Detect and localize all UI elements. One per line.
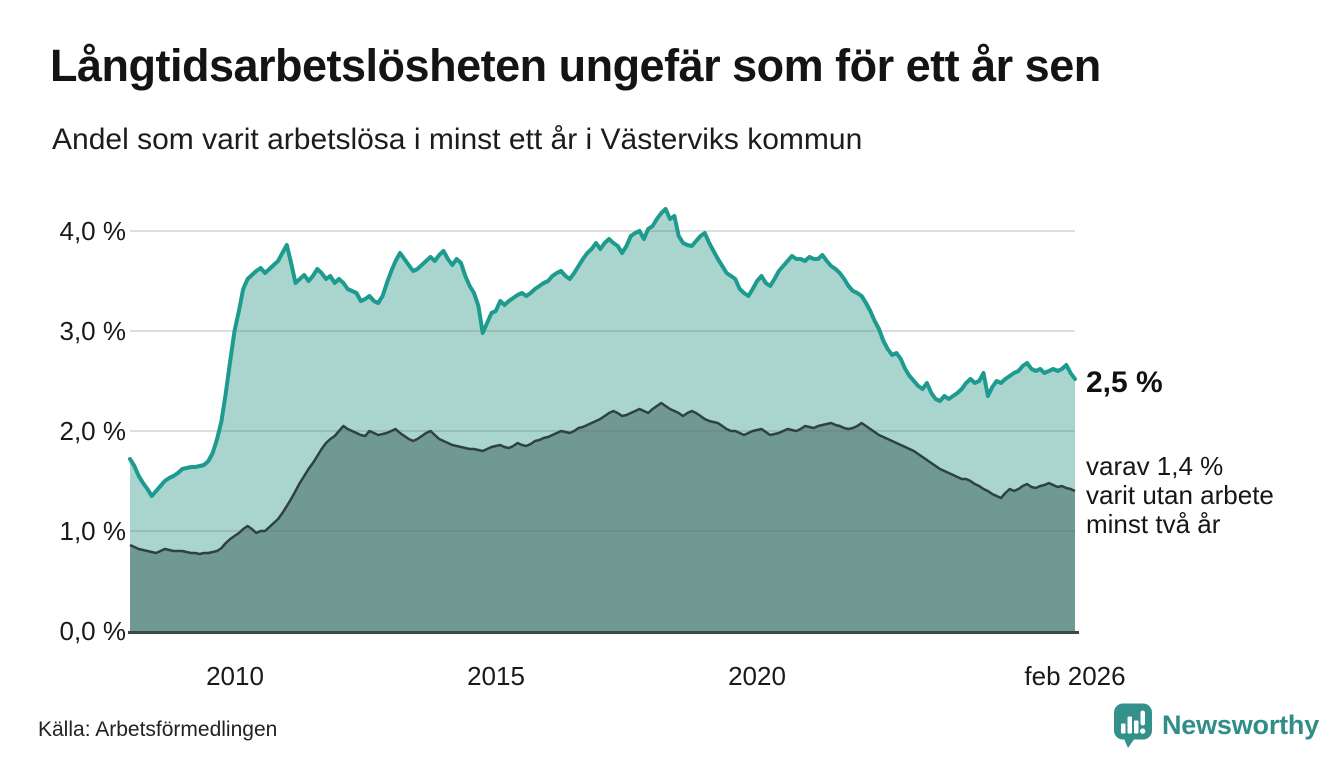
line-two-years xyxy=(129,401,1076,556)
newsworthy-logo-text: Newsworthy xyxy=(1162,710,1320,740)
series-annotation-line: varav 1,4 % xyxy=(1086,451,1224,481)
source-attribution: Källa: Arbetsförmedlingen xyxy=(38,718,278,741)
x-axis-tick-label: feb 2026 xyxy=(1024,661,1126,691)
y-axis-tick-label: 4,0 % xyxy=(59,216,127,246)
area-two-years xyxy=(130,403,1075,631)
x-axis-tick-label: 2015 xyxy=(467,661,525,691)
series-annotation-line: varit utan arbete xyxy=(1086,480,1274,510)
series-annotation-line: minst två år xyxy=(1086,509,1221,539)
chart-title: Långtidsarbetslösheten ungefär som för e… xyxy=(50,40,1101,91)
line-total xyxy=(128,207,1077,498)
x-axis-tick-label: 2020 xyxy=(728,661,786,691)
x-axis-tick-label: 2010 xyxy=(206,661,264,691)
series-annotation: varav 1,4 % varit utan arbete minst två … xyxy=(1086,452,1274,539)
chart-subtitle: Andel som varit arbetslösa i minst ett å… xyxy=(52,123,863,156)
y-axis-tick-label: 0,0 % xyxy=(59,616,127,646)
y-axis-tick-label: 2,0 % xyxy=(59,416,127,446)
y-axis-tick-label: 1,0 % xyxy=(59,516,127,546)
newsworthy-logo-icon xyxy=(1114,703,1152,748)
newsworthy-logo: Newsworthy xyxy=(1113,702,1319,749)
end-value-label: 2,5 % xyxy=(1086,366,1163,399)
y-axis-tick-label: 3,0 % xyxy=(59,316,127,346)
